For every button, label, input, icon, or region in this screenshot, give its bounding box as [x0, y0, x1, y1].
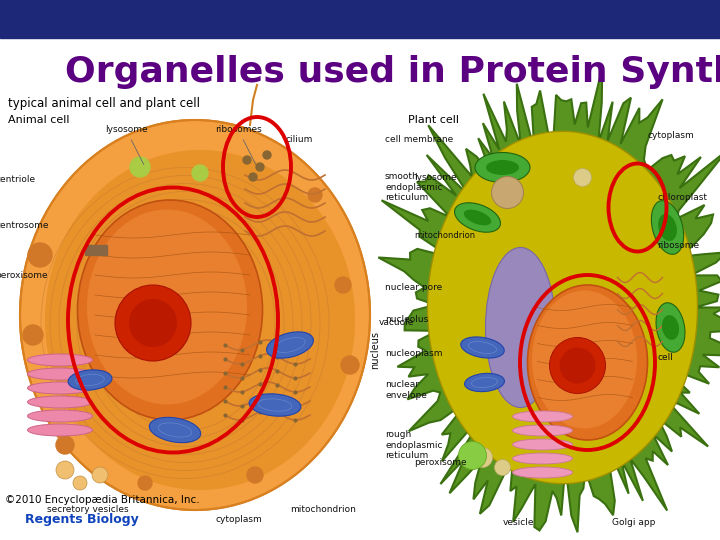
Text: nucleoplasm: nucleoplasm: [385, 348, 443, 357]
Ellipse shape: [656, 303, 685, 352]
Circle shape: [138, 476, 152, 490]
Ellipse shape: [68, 370, 112, 390]
Ellipse shape: [78, 200, 263, 420]
Circle shape: [335, 277, 351, 293]
Circle shape: [559, 348, 595, 383]
Ellipse shape: [528, 285, 647, 440]
Text: ribosome: ribosome: [657, 241, 700, 250]
Text: cilium: cilium: [285, 136, 312, 145]
Circle shape: [115, 285, 191, 361]
Text: centriole: centriole: [0, 176, 35, 185]
Ellipse shape: [149, 417, 201, 443]
Text: cytoplasm: cytoplasm: [215, 516, 262, 524]
Ellipse shape: [513, 411, 572, 422]
Ellipse shape: [454, 203, 500, 232]
Circle shape: [263, 151, 271, 159]
Text: cell membrane: cell membrane: [385, 136, 454, 145]
Circle shape: [341, 356, 359, 374]
Text: mitochondrion: mitochondrion: [415, 231, 476, 240]
Ellipse shape: [27, 424, 92, 436]
Text: Regents Biology: Regents Biology: [25, 514, 139, 526]
Circle shape: [243, 156, 251, 164]
Circle shape: [459, 442, 487, 469]
Ellipse shape: [461, 337, 504, 358]
Text: smooth
endoplasmic
reticulum: smooth endoplasmic reticulum: [385, 172, 443, 202]
Ellipse shape: [27, 354, 92, 366]
Text: Organelles used in Protein Synthesis: Organelles used in Protein Synthesis: [65, 55, 720, 89]
Ellipse shape: [513, 453, 572, 464]
Ellipse shape: [464, 373, 505, 392]
Circle shape: [472, 448, 492, 468]
Circle shape: [23, 325, 43, 345]
Text: rough
endoplasmic
reticulum: rough endoplasmic reticulum: [385, 430, 443, 460]
Text: lysosome: lysosome: [105, 125, 148, 165]
Circle shape: [247, 467, 263, 483]
Ellipse shape: [266, 332, 313, 358]
Text: peroxisome: peroxisome: [415, 458, 467, 467]
Text: ribosomes: ribosomes: [215, 125, 262, 165]
Text: Golgi app: Golgi app: [613, 518, 656, 527]
Circle shape: [92, 467, 108, 483]
Ellipse shape: [485, 247, 556, 408]
Ellipse shape: [464, 210, 491, 225]
Text: secretory vesicles: secretory vesicles: [47, 505, 129, 515]
Text: chloroplast: chloroplast: [657, 193, 708, 202]
Ellipse shape: [532, 291, 637, 429]
Circle shape: [256, 163, 264, 171]
Text: centrosome: centrosome: [0, 220, 48, 230]
Text: cytoplasm: cytoplasm: [647, 131, 694, 140]
Circle shape: [549, 338, 606, 394]
Text: cell: cell: [657, 353, 673, 362]
Text: peroxisome: peroxisome: [0, 271, 48, 280]
Text: nucleus: nucleus: [370, 331, 380, 369]
Text: vesicle: vesicle: [503, 518, 534, 527]
Ellipse shape: [20, 120, 370, 510]
Ellipse shape: [658, 214, 677, 241]
Circle shape: [73, 476, 87, 490]
Circle shape: [249, 173, 257, 181]
Text: mitochondrion: mitochondrion: [290, 505, 356, 515]
Circle shape: [574, 168, 592, 186]
Bar: [0, 0, 720, 38]
Ellipse shape: [87, 210, 247, 404]
Circle shape: [130, 157, 150, 177]
Bar: [85, 245, 107, 255]
Ellipse shape: [513, 439, 572, 450]
Polygon shape: [378, 68, 720, 532]
Text: vacuole: vacuole: [379, 318, 415, 327]
Ellipse shape: [513, 467, 572, 478]
Circle shape: [56, 461, 74, 479]
Circle shape: [192, 165, 208, 181]
Circle shape: [129, 299, 177, 347]
Circle shape: [28, 243, 52, 267]
Ellipse shape: [652, 201, 684, 254]
Text: ©2010 Encyclopædia Britannica, Inc.: ©2010 Encyclopædia Britannica, Inc.: [5, 495, 199, 505]
Text: nuclear
envelope: nuclear envelope: [385, 380, 427, 400]
Circle shape: [495, 460, 510, 476]
Text: nuclear pore: nuclear pore: [385, 282, 442, 292]
Ellipse shape: [513, 425, 572, 436]
Circle shape: [308, 188, 322, 202]
Ellipse shape: [27, 396, 92, 408]
Ellipse shape: [27, 410, 92, 422]
Ellipse shape: [27, 368, 92, 380]
Ellipse shape: [662, 315, 679, 340]
Text: Animal cell: Animal cell: [8, 115, 70, 125]
Circle shape: [56, 436, 74, 454]
Circle shape: [492, 177, 523, 208]
Ellipse shape: [249, 394, 301, 416]
Text: lysosome: lysosome: [415, 173, 457, 182]
Polygon shape: [428, 131, 698, 484]
Text: typical animal cell and plant cell: typical animal cell and plant cell: [8, 97, 200, 110]
Ellipse shape: [27, 382, 92, 394]
Ellipse shape: [486, 160, 519, 175]
Ellipse shape: [45, 150, 355, 490]
Text: Plant cell: Plant cell: [408, 115, 459, 125]
Text: nucleolus: nucleolus: [385, 315, 428, 325]
Ellipse shape: [475, 152, 530, 183]
